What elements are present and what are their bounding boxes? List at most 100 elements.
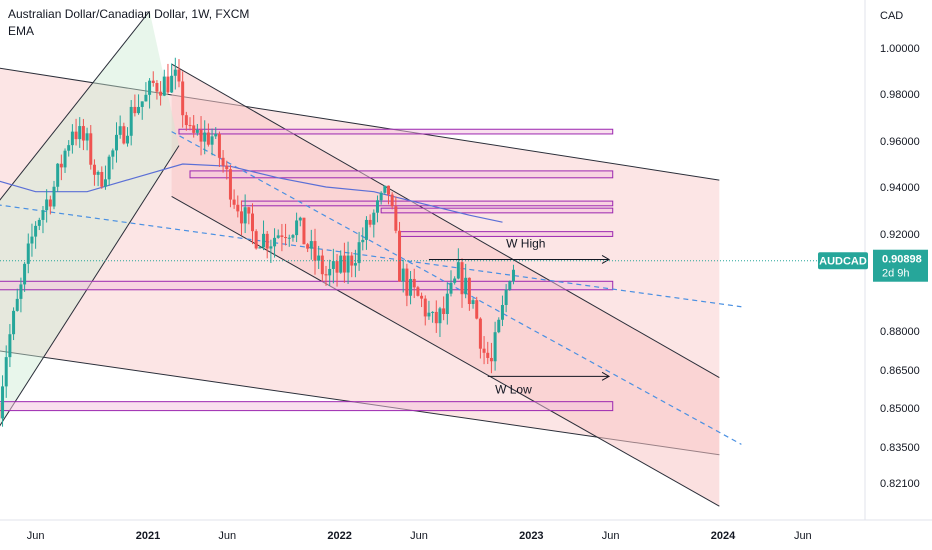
time-tick: Jun <box>218 530 236 542</box>
price-tick: 0.82100 <box>880 478 920 490</box>
time-ticks: Jun 2021 Jun 2022 Jun 2023 Jun 2024 Jun <box>27 530 812 542</box>
candle-body <box>4 357 8 387</box>
candle-body <box>317 255 321 261</box>
candle-body <box>100 171 104 187</box>
candle-body <box>151 80 155 83</box>
candle-body <box>445 293 449 315</box>
candle-body <box>228 169 232 200</box>
price-ticks: 1.00000 0.98000 0.96000 0.94000 0.92000 0.880… <box>880 43 920 490</box>
candle-body <box>486 352 490 358</box>
candle-body <box>295 220 299 236</box>
candle-body <box>324 274 328 276</box>
dashed-trendline-2 <box>171 131 742 445</box>
price-badge[interactable]: AUDCAD 0.90898 2d 9h <box>818 249 928 282</box>
candle-body <box>361 239 365 243</box>
candle-body <box>217 133 221 158</box>
price-tick: 0.83500 <box>880 442 920 454</box>
candle-body <box>438 308 442 324</box>
trendlines-layer <box>0 131 742 445</box>
rising-channel-bottom <box>0 145 180 427</box>
candle-body <box>401 268 405 282</box>
candle-body <box>287 237 291 239</box>
candle-body <box>126 135 130 144</box>
arrow-head <box>601 255 611 264</box>
badge-price: 0.90898 <box>882 254 922 266</box>
zones-layer <box>0 128 614 412</box>
candle-body <box>15 298 19 311</box>
badge-symbol-box <box>818 252 868 270</box>
time-tick: 2023 <box>519 530 543 542</box>
candle-body <box>48 199 52 207</box>
time-tick: 2021 <box>136 530 160 542</box>
time-tick: Jun <box>410 530 428 542</box>
candle-body <box>383 185 387 193</box>
candle-body <box>306 244 310 249</box>
candle-body <box>225 165 229 170</box>
price-axis-currency: CAD <box>880 10 903 22</box>
candle-body <box>269 246 273 249</box>
candle-body <box>221 157 225 166</box>
candle-body <box>467 277 471 305</box>
candle-body <box>59 163 63 168</box>
candle-body <box>412 278 416 288</box>
ema-layer <box>0 163 503 223</box>
candle-body <box>210 136 214 145</box>
ema-line <box>0 163 503 223</box>
candle-body <box>420 295 424 299</box>
candle-body <box>475 300 479 319</box>
candle-body <box>173 69 177 76</box>
candle-body <box>453 278 457 283</box>
candle-body <box>298 217 302 221</box>
zone-0.964 <box>178 128 614 135</box>
candle-body <box>273 237 277 247</box>
candle-body <box>247 207 251 214</box>
candle-body <box>236 204 240 212</box>
candle-body <box>37 219 41 226</box>
candle-body <box>203 132 207 142</box>
chart-title: Australian Dollar/Canadian Dollar, 1W, F… <box>8 7 250 21</box>
candle-body <box>276 235 280 238</box>
candle-body <box>379 192 383 201</box>
candle-body <box>56 163 60 187</box>
candle-body <box>103 179 107 187</box>
candle-body <box>184 115 188 126</box>
price-tick: 0.86500 <box>880 365 920 377</box>
candle-body <box>409 278 413 296</box>
candle-body <box>427 312 431 317</box>
candle-body <box>265 233 269 249</box>
price-tick: 0.98000 <box>880 89 920 101</box>
candle-body <box>96 171 100 175</box>
rising-channel-fill <box>0 11 179 426</box>
candle-body <box>456 262 460 279</box>
candle-body <box>405 268 409 296</box>
arrow-head <box>601 371 611 381</box>
candle-body <box>346 255 350 273</box>
candle-body <box>63 150 67 168</box>
time-axis-bg[interactable] <box>0 520 932 550</box>
zone-0.930 <box>380 207 614 214</box>
candle-body <box>129 106 133 136</box>
zone-0.899 <box>0 280 614 291</box>
candle-body <box>181 81 185 116</box>
candle-body <box>85 133 89 141</box>
candle-body <box>504 289 508 306</box>
candle-body <box>148 80 152 95</box>
candle-body <box>118 126 122 135</box>
candle-body <box>284 237 288 239</box>
candle-body <box>262 233 266 248</box>
candle-body <box>331 261 335 269</box>
candle-body <box>497 319 501 333</box>
candle-body <box>500 305 504 320</box>
candle-body <box>162 76 166 96</box>
candle-body <box>214 133 218 137</box>
candle-body <box>1 386 5 419</box>
candle-body <box>449 282 453 294</box>
candle-body <box>442 308 446 315</box>
price-tick: 1.00000 <box>880 43 920 55</box>
candle-body <box>34 225 38 237</box>
price-tick: 0.94000 <box>880 182 920 194</box>
candle-body <box>375 200 379 213</box>
candle-body <box>155 82 159 92</box>
indicator-label[interactable]: EMA <box>8 24 35 38</box>
